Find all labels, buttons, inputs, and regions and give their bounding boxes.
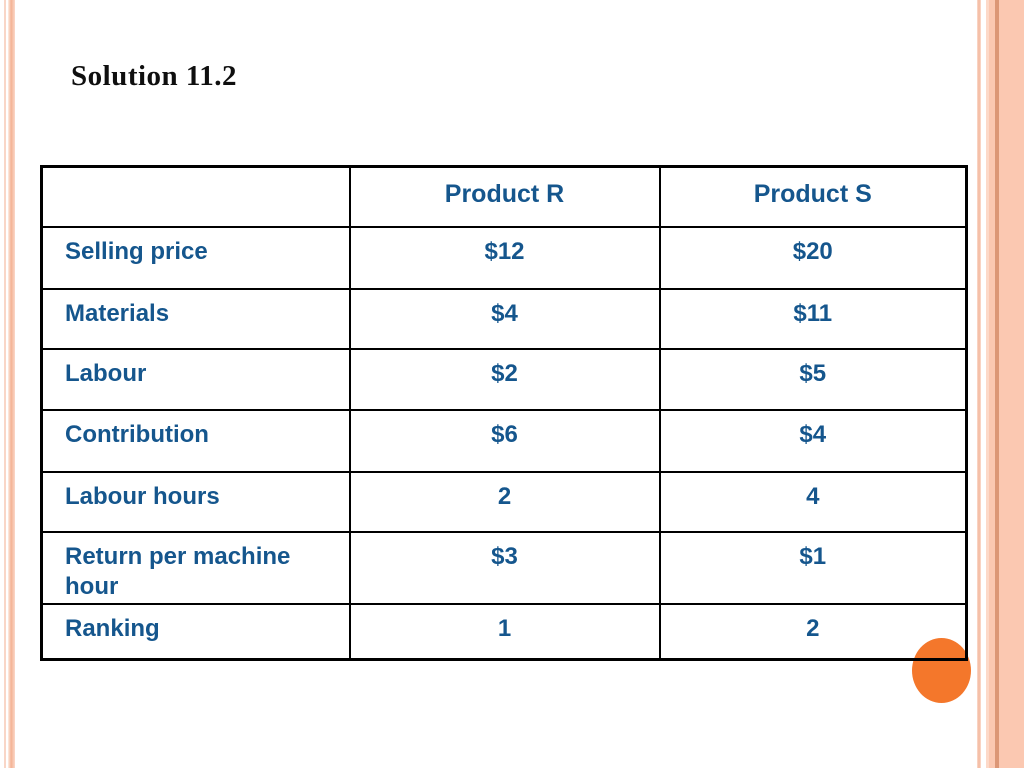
row-value: 2 — [658, 602, 968, 661]
left-edge-stripe — [8, 0, 15, 768]
table-body: Selling price $12 $20 Materials $4 $11 Labour $… — [40, 225, 968, 661]
row-value: $6 — [348, 408, 661, 473]
row-value: $4 — [348, 287, 661, 350]
row-value: $1 — [658, 530, 968, 605]
table-row: Contribution $6 $4 — [40, 408, 968, 473]
row-value: $4 — [658, 408, 968, 473]
solution-table: Product R Product S Selling price $12 $20 M… — [40, 165, 968, 661]
row-value: 2 — [348, 470, 661, 533]
row-label: Labour hours — [40, 470, 351, 533]
row-label: Contribution — [40, 408, 351, 473]
slide-title: Solution 11.2 — [71, 60, 238, 92]
table-row: Ranking 1 2 — [40, 602, 968, 661]
row-value: $2 — [348, 347, 661, 411]
left-edge-thin-stripe — [4, 0, 6, 768]
right-edge-thin-stripe — [977, 0, 981, 768]
row-label: Ranking — [40, 602, 351, 661]
row-label: Selling price — [40, 225, 351, 290]
header-cell-product-r: Product R — [348, 165, 661, 228]
row-label: Materials — [40, 287, 351, 350]
row-value: $11 — [658, 287, 968, 350]
right-band-highlight — [986, 0, 989, 768]
right-edge-band — [986, 0, 1024, 768]
table-row: Labour hours 2 4 — [40, 470, 968, 533]
row-value: $3 — [348, 530, 661, 605]
table-row: Return per machine hour $3 $1 — [40, 530, 968, 605]
table-header-row: Product R Product S — [40, 165, 968, 228]
table-row: Selling price $12 $20 — [40, 225, 968, 290]
row-value: 4 — [658, 470, 968, 533]
table-row: Labour $2 $5 — [40, 347, 968, 411]
table-row: Materials $4 $11 — [40, 287, 968, 350]
header-cell-product-s: Product S — [658, 165, 968, 228]
row-label: Return per machine hour — [40, 530, 351, 605]
row-value: $12 — [348, 225, 661, 290]
row-value: $5 — [658, 347, 968, 411]
row-label: Labour — [40, 347, 351, 411]
header-cell-empty — [40, 165, 351, 228]
row-value: 1 — [348, 602, 661, 661]
row-value: $20 — [658, 225, 968, 290]
right-band-rule — [995, 0, 999, 768]
